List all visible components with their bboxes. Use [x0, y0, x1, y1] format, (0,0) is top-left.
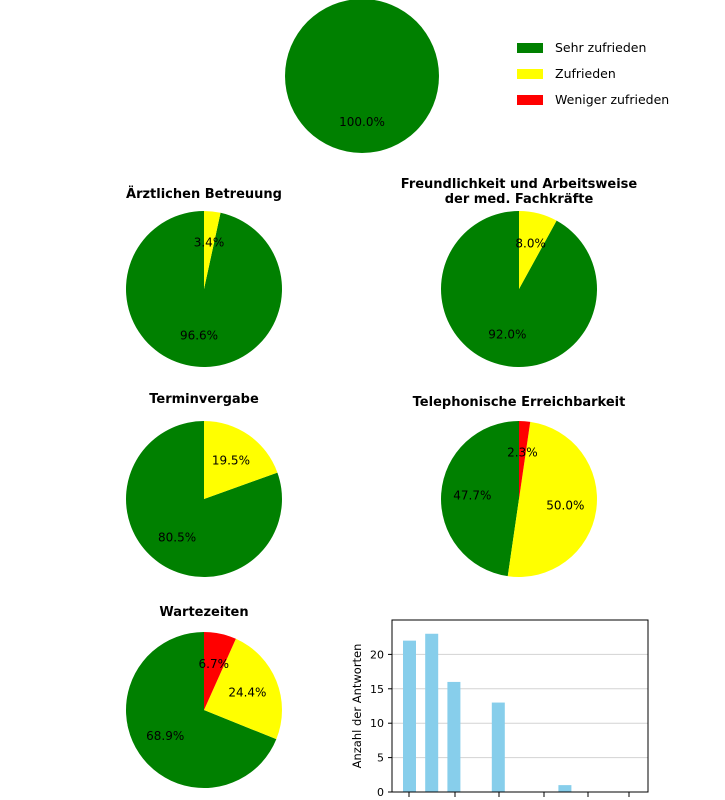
legend-item-zufrieden: Zufrieden — [517, 66, 616, 81]
pie-chart-6: Wartezeiten 68.9% 24.4% 6.7% — [126, 605, 282, 788]
pie-value-label: 100.0% — [339, 115, 385, 129]
legend-label: Weniger zufrieden — [555, 92, 669, 107]
pie-slice-weniger-zufrieden — [519, 421, 531, 499]
y-tick-label: 15 — [370, 683, 384, 696]
bar-1 — [403, 640, 416, 792]
pie-slice-sehr-zufrieden — [126, 421, 283, 577]
pie-chart-4: Terminvergabe 80.5% 19.5% — [126, 392, 283, 577]
pie-title: Ärztlichen Betreuung — [126, 186, 282, 202]
plot-frame — [391, 619, 649, 793]
pie-slice-zufrieden — [519, 211, 557, 289]
y-axis-label: Anzahl der Antworten — [350, 644, 364, 769]
legend-label: Zufrieden — [555, 66, 616, 81]
pie-value-label: 96.6% — [180, 329, 218, 343]
pie-slice-zufrieden — [204, 211, 221, 289]
pie-value-label: 50.0% — [546, 499, 584, 513]
y-tick-label: 0 — [377, 786, 384, 799]
pie-title: Freundlichkeit und Arbeitsweise der med. … — [401, 177, 638, 207]
legend-item-sehr-zufrieden: Sehr zufrieden — [517, 40, 646, 55]
pie-title: Wartezeiten — [159, 605, 248, 620]
pie-title: Telephonische Erreichbarkeit — [413, 395, 626, 410]
pie-value-label: 47.7% — [453, 489, 491, 503]
pie-value-label: 24.4% — [228, 685, 266, 699]
pie-value-label: 8.0% — [515, 237, 546, 251]
bar-chart: 0 5 10 15 20 Anzahl der Antworten — [350, 619, 649, 799]
pie-slice-sehr-zufrieden — [440, 421, 519, 577]
legend-item-weniger-zufrieden: Weniger zufrieden — [517, 92, 669, 107]
bar-2 — [425, 633, 439, 792]
legend-swatch — [517, 69, 543, 79]
legend-swatch — [517, 95, 543, 105]
y-tick-label: 5 — [377, 752, 384, 765]
y-tick-label: 10 — [370, 717, 384, 730]
pie-value-label: 2.3% — [507, 445, 538, 459]
legend-swatch — [517, 43, 543, 53]
y-tick-label: 20 — [370, 648, 384, 661]
bar-3 — [447, 681, 461, 792]
pie-title: Terminvergabe — [149, 392, 259, 407]
pie-value-label: 19.5% — [212, 454, 250, 468]
pie-chart-2: Ärztlichen Betreuung 96.6% 3.4% — [125, 186, 282, 367]
pie-chart-3: Freundlichkeit und Arbeitsweise der med. … — [401, 177, 638, 367]
pie-value-label: 92.0% — [488, 327, 526, 341]
bar-8 — [558, 785, 572, 792]
legend: Sehr zufrieden Zufrieden Weniger zufrieden — [517, 40, 669, 107]
bar-5 — [491, 702, 505, 792]
pie-slice-zufrieden — [204, 638, 282, 740]
pie-slice-zufrieden — [507, 421, 597, 577]
pie-slice-zufrieden — [204, 421, 278, 499]
legend-label: Sehr zufrieden — [555, 40, 646, 55]
pie-chart-5: Telephonische Erreichbarkeit 47.7% 50.0% 2.… — [413, 395, 626, 577]
pie-value-label: 80.5% — [158, 530, 196, 544]
pie-value-label: 6.7% — [199, 657, 230, 671]
pie-value-label: 68.9% — [146, 729, 184, 743]
pie-chart-1: 100.0% — [285, 0, 439, 153]
pie-value-label: 3.4% — [194, 235, 225, 249]
pie-charts: 100.0% Ärztlichen Betreuung 96.6% 3.4% Freun… — [125, 0, 638, 788]
pie-slice-sehr-zufrieden — [126, 632, 277, 788]
pie-slice-sehr-zufrieden — [285, 0, 439, 153]
pie-slice-sehr-zufrieden — [125, 211, 282, 367]
pie-slice-weniger-zufrieden — [204, 632, 236, 710]
